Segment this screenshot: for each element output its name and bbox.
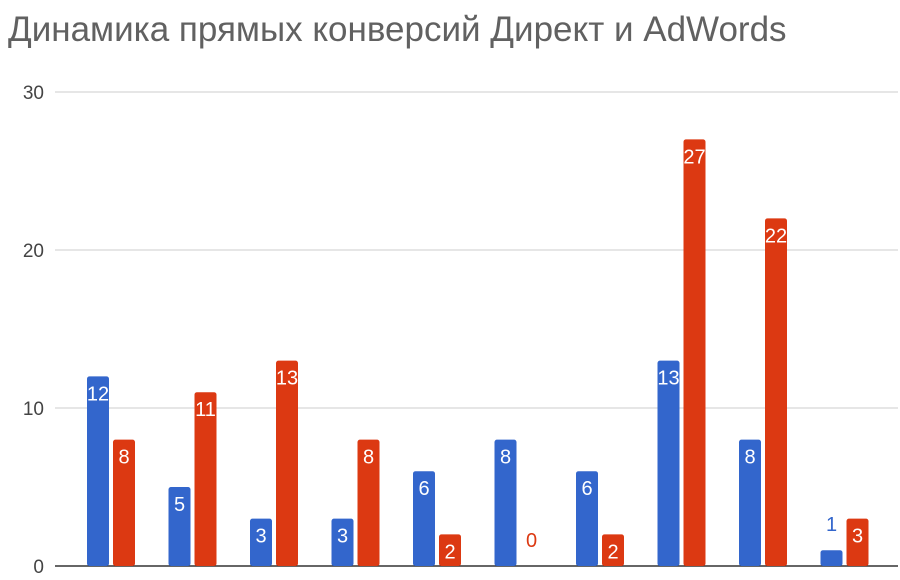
y-tick-label: 30 [23, 83, 44, 104]
y-tick-label: 10 [23, 399, 44, 420]
bars [87, 139, 869, 566]
bar-series-2 [765, 218, 787, 566]
bar-series-2 [846, 518, 869, 566]
chart-title: Динамика прямых конверсий Директ и AdWor… [8, 10, 787, 49]
data-label-series-2: 0 [526, 530, 537, 552]
data-label-series-1: 6 [418, 478, 429, 500]
bar-series-2 [194, 392, 217, 566]
data-label-series-1: 6 [581, 478, 592, 500]
bar-series-2 [602, 534, 624, 566]
data-label-series-1: 1 [826, 514, 837, 536]
data-labels: 12 5 3 3 6 8 6 13 8 1 8 11 13 8 2 0 2 27 22 3 [87, 146, 863, 563]
data-label-series-1: 8 [500, 447, 511, 469]
data-label-series-2: 11 [195, 399, 216, 421]
data-label-series-1: 12 [87, 383, 109, 405]
bar-series-1 [87, 376, 109, 566]
data-label-series-1: 5 [174, 494, 185, 516]
bar-series-2 [276, 360, 298, 566]
bar-series-1 [413, 471, 435, 566]
data-label-series-2: 22 [765, 225, 787, 247]
data-label-series-2: 2 [607, 541, 618, 563]
bar-series-1 [331, 518, 354, 566]
data-label-series-2: 8 [363, 447, 374, 469]
data-label-series-2: 3 [852, 526, 863, 548]
bar-series-1 [168, 487, 191, 566]
y-axis-labels: 0 10 20 30 [23, 83, 44, 578]
bar-series-1 [739, 439, 761, 566]
bar-series-1 [576, 471, 598, 566]
bar-series-2 [439, 534, 461, 566]
data-label-series-2: 8 [118, 447, 129, 469]
data-label-series-1: 13 [657, 368, 679, 390]
data-label-series-1: 3 [337, 526, 348, 548]
y-tick-label: 0 [33, 557, 44, 578]
data-label-series-2: 13 [276, 368, 298, 390]
bar-series-1 [494, 439, 517, 566]
data-label-series-2: 27 [683, 146, 705, 168]
bar-series-1 [250, 518, 272, 566]
bar-series-1 [820, 550, 843, 566]
bar-series-2 [113, 439, 135, 566]
y-tick-label: 20 [23, 241, 44, 262]
data-label-series-1: 3 [255, 526, 266, 548]
data-label-series-2: 2 [444, 541, 455, 563]
data-label-series-1: 8 [744, 447, 755, 469]
bar-series-2 [357, 439, 380, 566]
bar-series-1 [657, 360, 680, 566]
bar-series-2 [683, 139, 706, 566]
